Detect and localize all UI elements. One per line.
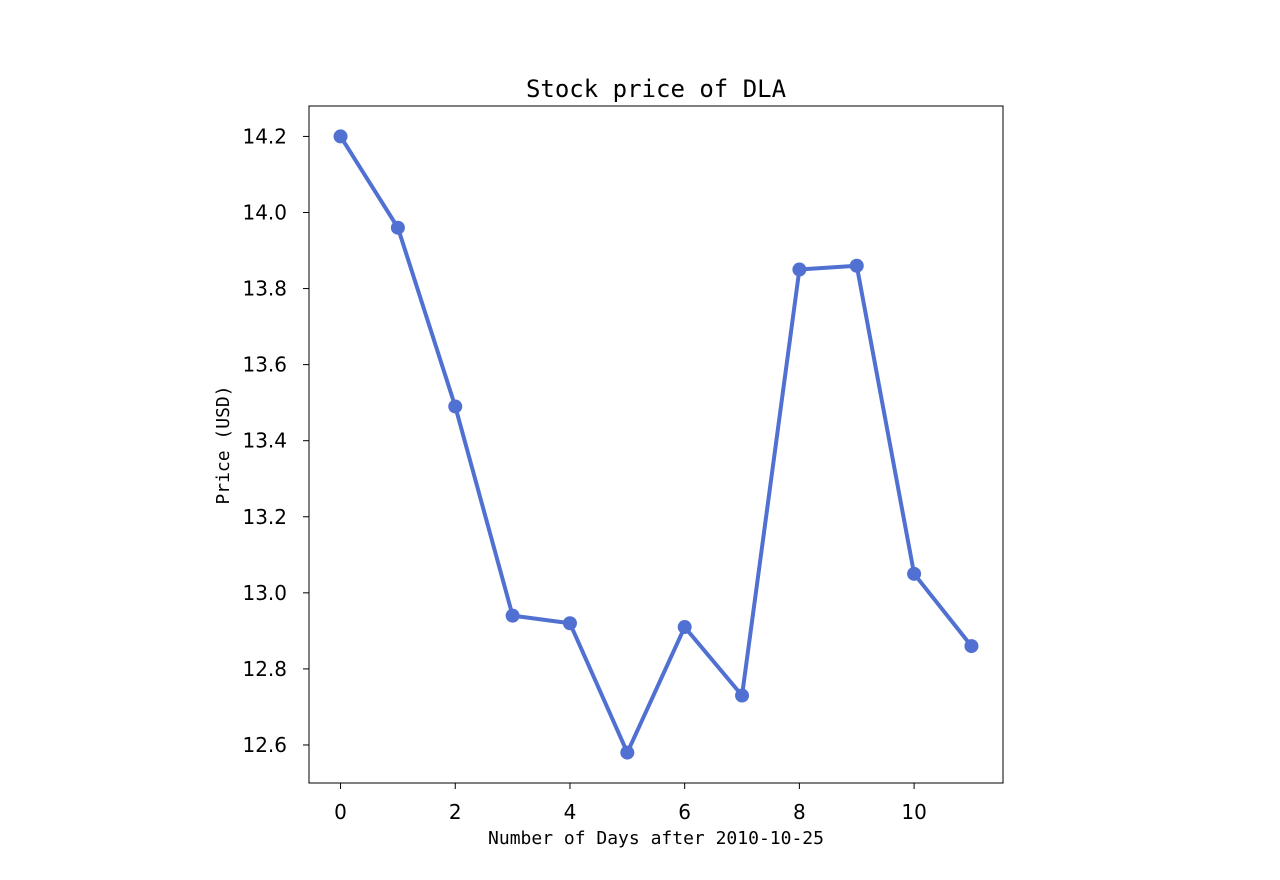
- data-point: [620, 745, 635, 760]
- y-tick-label: 12.8: [242, 657, 287, 681]
- data-point: [505, 608, 520, 623]
- data-point: [562, 616, 577, 631]
- x-tick-label: 10: [901, 800, 926, 824]
- y-tick-label: 13.6: [242, 353, 287, 377]
- data-point: [792, 262, 807, 277]
- chart-title: Stock price of DLA: [526, 75, 787, 103]
- data-point: [677, 620, 692, 635]
- y-axis-label: Price (USD): [213, 385, 234, 504]
- data-point: [448, 399, 463, 414]
- x-tick-label: 2: [449, 800, 462, 824]
- data-point: [735, 688, 750, 703]
- y-tick-label: 14.2: [242, 124, 287, 148]
- data-point: [964, 639, 979, 654]
- axes-frame: [308, 105, 1004, 784]
- plot-area: 12.6 12.8 13.0 13.2 13.4 13.6 13.8 14.0 14.2 0 2 4…: [242, 105, 1004, 824]
- x-tick-label: 4: [564, 800, 577, 824]
- data-point: [390, 220, 405, 235]
- y-tick-label: 13.0: [242, 581, 287, 605]
- y-tick-label: 13.8: [242, 277, 287, 301]
- x-axis-label: Number of Days after 2010-10-25: [488, 828, 824, 849]
- y-tick-label: 13.2: [242, 505, 287, 529]
- x-tick-label: 8: [793, 800, 806, 824]
- data-point: [333, 129, 348, 144]
- x-tick-label: 6: [678, 800, 691, 824]
- x-axis: 0 2 4 6 8 10: [334, 783, 927, 824]
- y-tick-label: 14.0: [242, 200, 287, 224]
- y-axis: 12.6 12.8 13.0 13.2 13.4 13.6 13.8 14.0 14.2: [242, 124, 309, 757]
- y-tick-label: 12.6: [242, 733, 287, 757]
- data-point: [849, 258, 864, 273]
- data-point: [907, 566, 922, 581]
- y-tick-label: 13.4: [242, 429, 287, 453]
- series-group: [333, 129, 979, 760]
- x-tick-label: 0: [334, 800, 347, 824]
- series-line: [338, 134, 974, 755]
